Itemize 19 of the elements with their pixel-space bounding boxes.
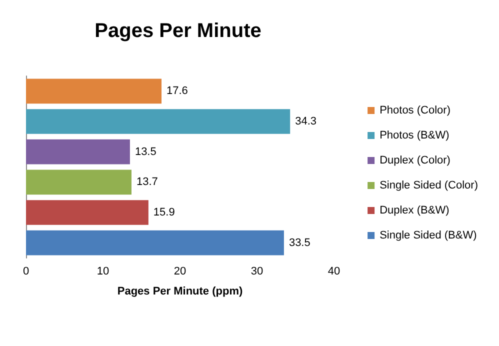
- data-label: 13.5: [134, 146, 156, 158]
- chart-title: Pages Per Minute: [94, 20, 262, 42]
- x-tick-label: 30: [250, 266, 264, 278]
- x-tick-label: 20: [174, 266, 186, 278]
- data-label: 34.3: [295, 116, 317, 128]
- legend-label: Duplex (Color): [380, 154, 450, 166]
- legend-label: Photos (Color): [380, 104, 450, 116]
- legend-label: Single Sided (Color): [380, 180, 478, 192]
- data-label: 13.7: [136, 176, 158, 188]
- x-axis-title: Pages Per Minute (ppm): [117, 286, 243, 298]
- x-tick-label: 40: [328, 266, 340, 278]
- data-label: 17.6: [166, 85, 188, 98]
- x-tick-label: 10: [96, 266, 110, 278]
- legend-label: Single Sided (B&W): [380, 230, 477, 242]
- data-label: 33.5: [288, 236, 310, 249]
- data-label: 15.9: [153, 206, 175, 218]
- legend-label: Photos (B&W): [380, 130, 450, 142]
- legend-label: Duplex (B&W): [380, 204, 450, 216]
- x-tick-label: 0: [22, 266, 30, 278]
